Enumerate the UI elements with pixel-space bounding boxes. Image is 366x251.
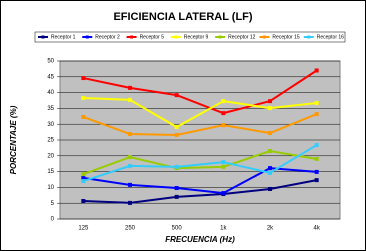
legend-marker	[85, 35, 89, 39]
legend-marker	[130, 35, 134, 39]
point-marker	[314, 156, 319, 161]
point-marker	[81, 95, 86, 100]
point-marker	[268, 106, 272, 111]
point-marker	[174, 132, 179, 137]
point-marker	[174, 164, 179, 169]
point-marker	[221, 160, 226, 165]
point-marker	[128, 131, 132, 136]
x-tick-label: 250	[125, 226, 136, 232]
series-line	[83, 96, 317, 129]
series-line	[82, 150, 317, 176]
y-tick-label: 30	[47, 122, 54, 128]
x-tick-label: 4k	[313, 226, 320, 232]
point-marker	[221, 164, 226, 169]
legend-label: Receptor 12	[228, 34, 255, 40]
series-line	[83, 179, 317, 204]
point-marker	[81, 76, 86, 81]
legend-label: Receptor 1	[51, 34, 76, 40]
legend-box	[34, 31, 346, 43]
legend-marker	[174, 35, 178, 39]
point-marker	[268, 99, 272, 104]
x-tick-label: 500	[172, 226, 183, 232]
point-marker	[128, 155, 132, 160]
x-tick-label: 2k	[267, 226, 274, 232]
legend-label: Receptor 16	[317, 34, 344, 40]
y-tick-label: 25	[47, 138, 54, 144]
x-tick-label: 125	[78, 226, 89, 232]
legend-marker	[262, 35, 266, 39]
y-tick-label: 20	[47, 153, 54, 159]
series-line	[83, 69, 318, 115]
point-marker	[128, 182, 132, 187]
point-marker	[314, 101, 319, 106]
legend-marker	[218, 35, 222, 39]
y-tick-label: 45	[47, 74, 54, 80]
point-marker	[174, 186, 179, 191]
point-marker	[128, 163, 132, 168]
point-marker	[81, 179, 86, 184]
point-marker	[268, 131, 272, 136]
y-tick-label: 5	[51, 201, 55, 207]
legend-label: Receptor 2	[95, 34, 120, 40]
point-marker	[81, 114, 86, 119]
legend-label: Receptor 15	[272, 34, 299, 40]
point-marker	[314, 178, 319, 183]
point-marker	[81, 172, 86, 177]
point-marker	[174, 194, 179, 199]
legend-marker	[307, 35, 311, 39]
legend-marker	[41, 35, 45, 39]
point-marker	[81, 198, 86, 203]
y-tick-label: 50	[47, 59, 54, 65]
series-line	[83, 144, 318, 183]
point-marker	[128, 200, 132, 205]
point-marker	[174, 93, 179, 98]
point-marker	[128, 85, 132, 90]
point-marker	[268, 166, 272, 171]
chart-title: EFICIENCIA LATERAL (LF)	[113, 11, 252, 23]
point-marker	[268, 170, 272, 175]
point-marker	[314, 68, 319, 73]
point-marker	[268, 149, 272, 154]
y-tick-label: 10	[47, 185, 54, 191]
point-marker	[314, 112, 319, 117]
point-marker	[314, 169, 319, 174]
point-marker	[221, 99, 226, 104]
x-axis-label: FRECUENCIA (Hz)	[165, 235, 235, 244]
y-tick-label: 15	[47, 169, 54, 175]
y-axis-label: PORCENTAJE (%)	[9, 105, 18, 174]
point-marker	[81, 175, 86, 180]
legend-label: Receptor 9	[184, 34, 209, 40]
y-tick-label: 0	[51, 217, 55, 223]
point-marker	[314, 143, 319, 148]
y-tick-label: 40	[47, 90, 54, 96]
point-marker	[221, 191, 226, 196]
series-line	[82, 113, 318, 136]
legend-label: Receptor 5	[140, 34, 165, 40]
point-marker	[221, 111, 226, 116]
point-marker	[221, 123, 226, 128]
point-marker	[174, 125, 179, 130]
y-tick-label: 35	[47, 106, 54, 112]
point-marker	[128, 97, 132, 102]
point-marker	[268, 186, 272, 191]
x-tick-label: 1k	[220, 226, 227, 232]
